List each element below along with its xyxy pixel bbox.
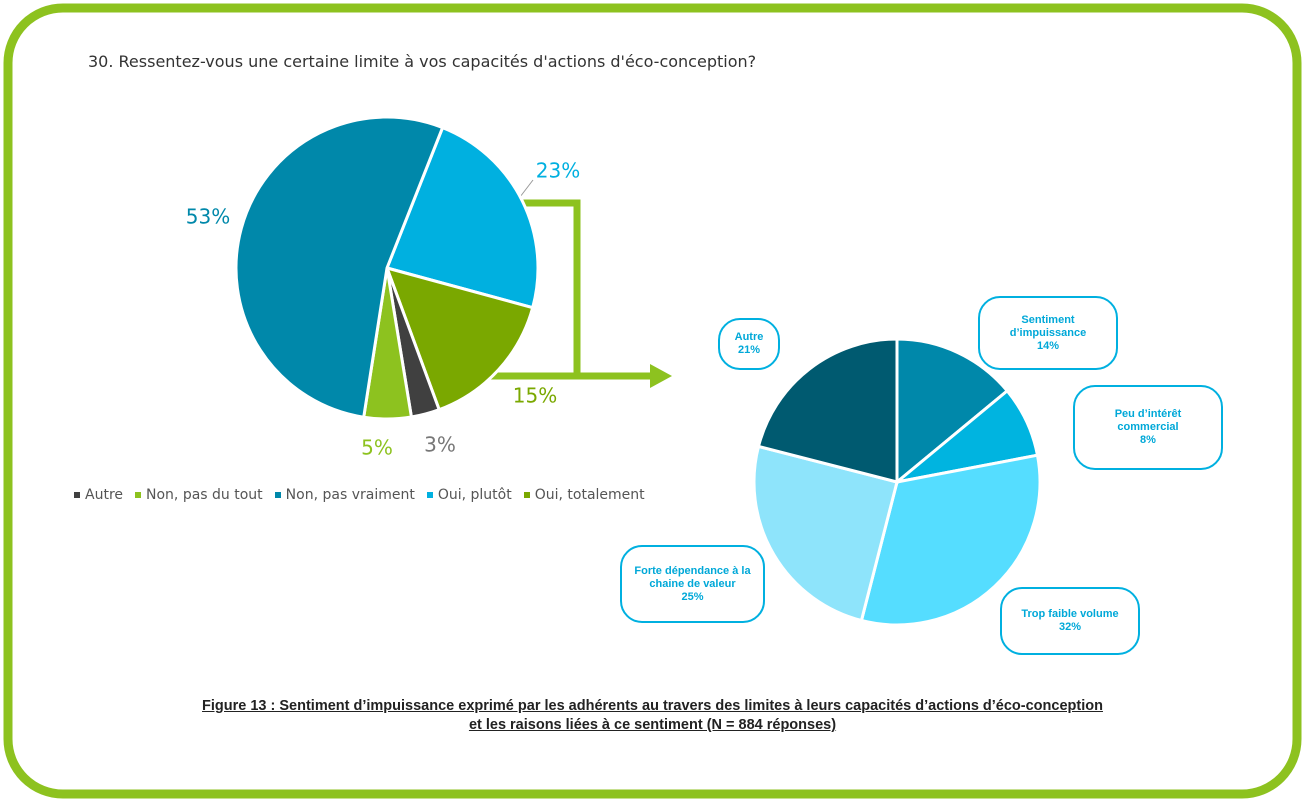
callout-label: Trop faible volume	[1021, 608, 1119, 620]
caption: Figure 13 : Sentiment d’impuissance expr…	[0, 697, 1305, 735]
chart-title: 30. Ressentez-vous une certaine limite à…	[88, 52, 757, 71]
callout: Autre 21%	[718, 318, 780, 370]
legend-item: Oui, totalement	[523, 487, 645, 503]
legend-label: Autre	[85, 487, 124, 503]
callout: Forte dépendance à la chaine de valeur 25…	[620, 545, 765, 623]
pie-slice	[384, 125, 540, 310]
data-label: 15%	[513, 384, 557, 408]
legend-marker	[426, 492, 433, 498]
legend-marker	[135, 492, 142, 498]
caption-line: et les raisons liées à ce sentiment (N =…	[468, 717, 837, 733]
legend-label: Non, pas vraiment	[285, 487, 415, 503]
data-label: 5%	[361, 436, 393, 460]
legend-item: Oui, plutôt	[426, 487, 512, 503]
data-label: 53%	[186, 205, 230, 229]
pie-slice	[859, 453, 1042, 627]
legend-item: Non, pas vraiment	[274, 487, 415, 503]
legend-marker	[74, 492, 80, 498]
data-label: 32%	[1058, 621, 1082, 633]
legend-label: Non, pas du tout	[146, 487, 263, 503]
leader-line	[519, 179, 534, 198]
legend-item: Non, pas du tout	[135, 487, 263, 503]
data-label: 8%	[1140, 434, 1156, 446]
legend-marker	[523, 492, 530, 498]
callout: Sentiment d’impuissance 14%	[978, 296, 1118, 370]
callout-label: Forte dépendance à la chaine de valeur	[634, 564, 751, 590]
data-label: 14%	[1036, 339, 1060, 352]
legend-label: Oui, plutôt	[437, 487, 512, 503]
legend: Autre Non, pas du tout Non, pas vraiment Ou…	[74, 487, 645, 503]
frame	[3, 3, 1302, 799]
legend-item: Autre	[74, 487, 123, 503]
pie-slice	[384, 265, 535, 412]
callout-label: Sentiment d’impuissance	[1009, 313, 1087, 339]
data-label: 3%	[424, 433, 456, 457]
callout-label: Peu d’intérêt commercial	[1114, 408, 1182, 433]
legend-marker	[274, 492, 281, 498]
pie-slice	[756, 337, 899, 484]
data-label: 25%	[681, 590, 704, 603]
callout-label: Autre	[734, 331, 764, 343]
pie-slice	[895, 337, 1010, 486]
callout: Peu d’intérêt commercial 8%	[1073, 385, 1223, 470]
data-label: 23%	[536, 159, 580, 183]
legend-label: Oui, totalement	[534, 487, 645, 503]
pie-slice	[234, 115, 445, 419]
data-label: 21%	[737, 344, 761, 356]
pie-slice	[752, 444, 899, 623]
arrow-head	[650, 364, 672, 388]
callout: Trop faible volume 32%	[1000, 587, 1140, 655]
caption-line: Figure 13 : Sentiment d’impuissance expr…	[202, 698, 1103, 714]
